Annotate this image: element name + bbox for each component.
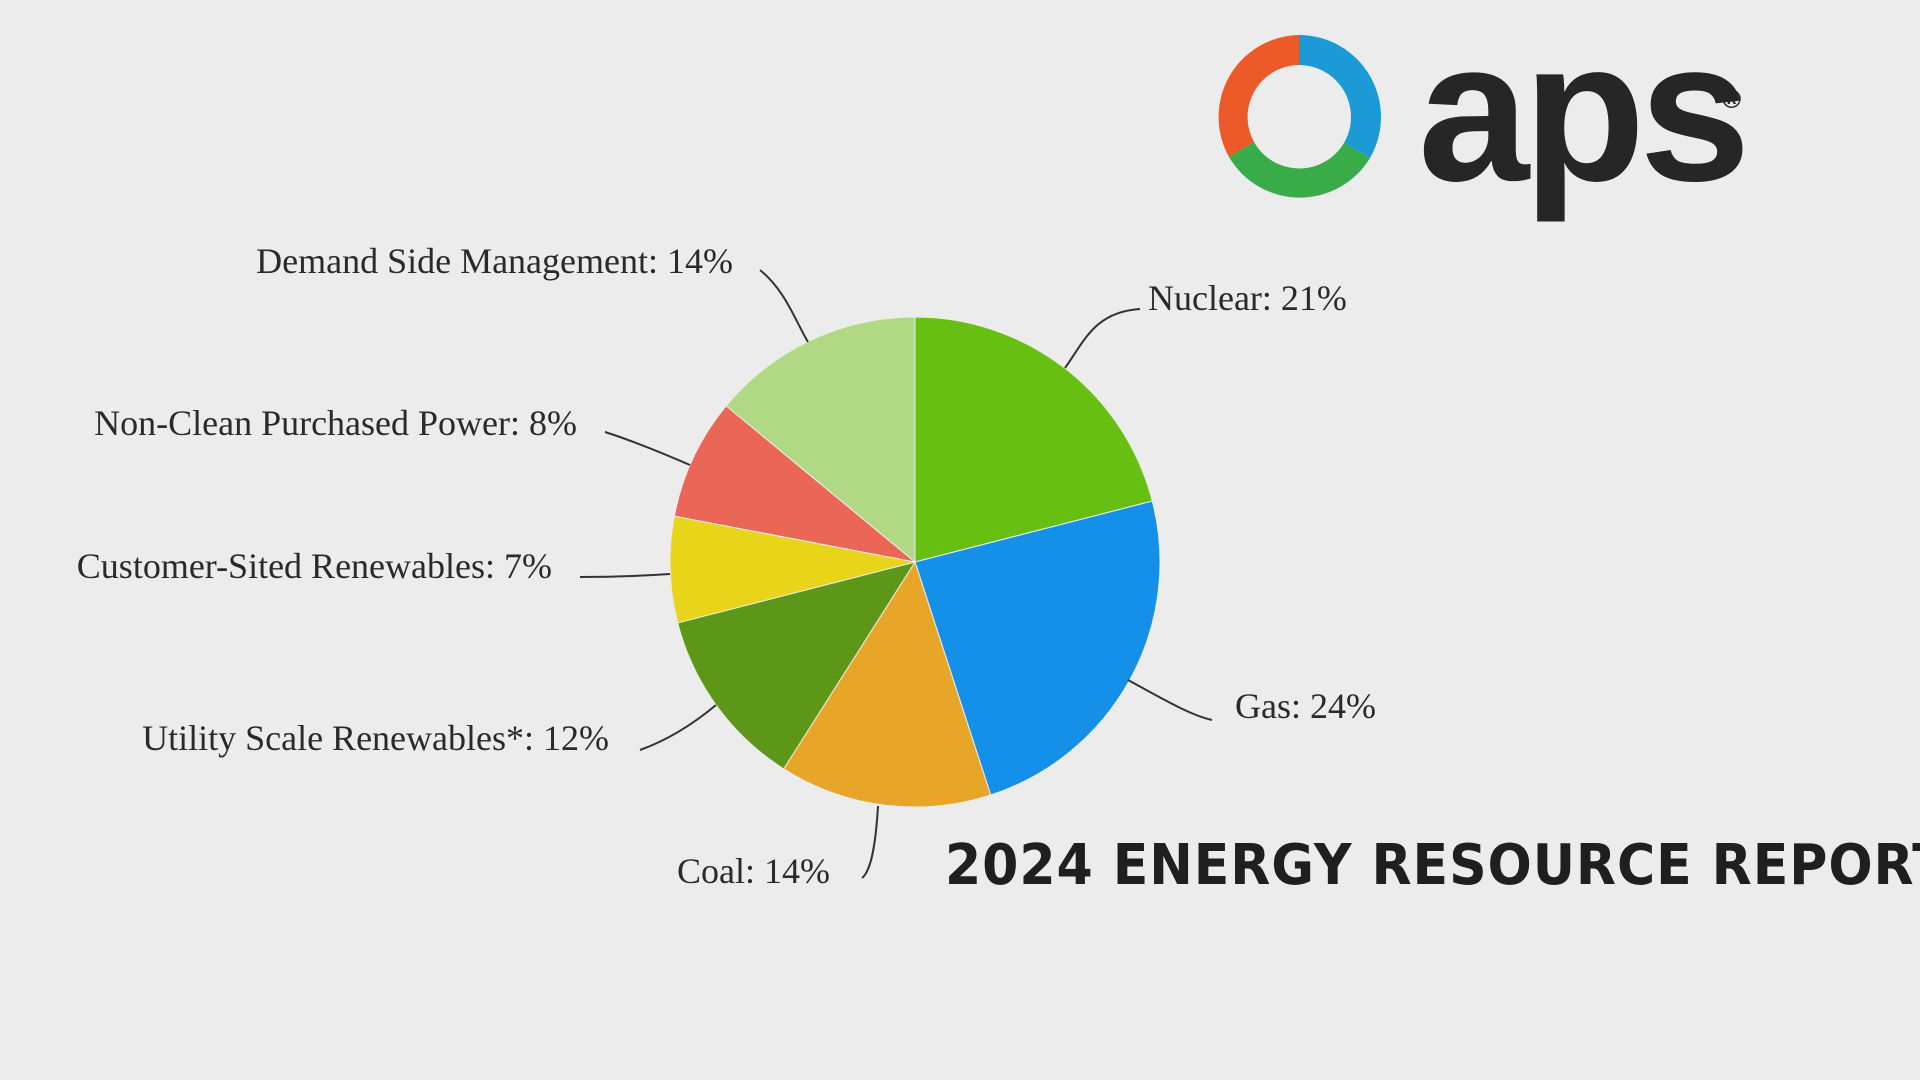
leader-line [861, 805, 879, 879]
logo-arc-blue [1299, 35, 1381, 158]
leader-line [639, 704, 717, 751]
pie-leader-lines [579, 269, 1213, 879]
pie-slice-utility-scale-renewables [677, 561, 917, 770]
pie-slice-non-clean-purchased-power [673, 405, 916, 563]
logo-arc-red-orange [1218, 35, 1299, 157]
leader-line [579, 573, 671, 578]
pie-slice-customer-sited-renewables [669, 515, 916, 624]
slice-label: Utility Scale Renewables*: 12% [142, 718, 609, 758]
pie-slice-coal [783, 560, 992, 808]
slice-label: Demand Side Management: 14% [256, 241, 733, 281]
aps-logo-mark-icon [1218, 35, 1381, 198]
report-title: 2024 ENERGY RESOURCE REPORT [945, 833, 1920, 898]
logo-arc-green [1229, 142, 1370, 198]
leader-line [1127, 679, 1213, 721]
pie-labels: Nuclear: 21% Gas: 24% Coal: 14% Utility Sca… [77, 241, 1376, 891]
aps-logo: aps ® [1218, 0, 1751, 223]
leader-line [1064, 308, 1141, 369]
pie-slice-demand-side-management [725, 316, 916, 564]
leader-line [604, 431, 691, 466]
pie-slice-nuclear [914, 316, 1153, 563]
registered-mark: ® [1722, 84, 1741, 114]
slice-label: Coal: 14% [677, 851, 830, 891]
slice-label: Gas: 24% [1235, 686, 1376, 726]
slice-label: Customer-Sited Renewables: 7% [77, 546, 552, 586]
pie-slices [669, 316, 1161, 808]
slice-label: Non-Clean Purchased Power: 8% [94, 403, 577, 443]
leader-line [759, 269, 809, 343]
slice-label: Nuclear: 21% [1148, 278, 1347, 318]
aps-wordmark: aps [1418, 0, 1745, 223]
